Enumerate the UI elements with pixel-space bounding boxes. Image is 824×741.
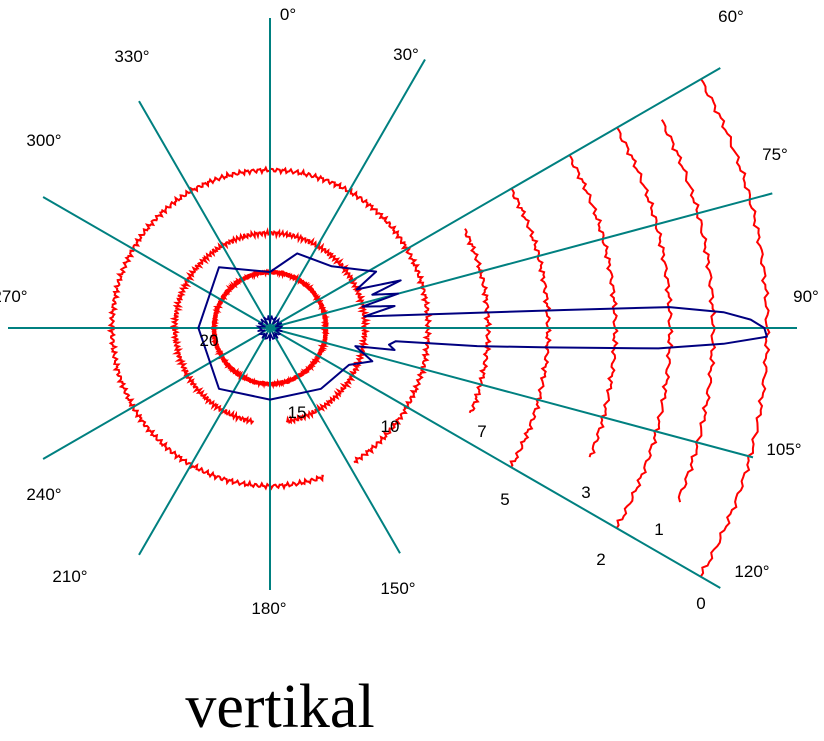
angle-label-270: 270° — [0, 287, 28, 306]
ring-15 — [169, 227, 372, 426]
ring-7 — [464, 228, 493, 414]
spoke-150 — [269, 327, 401, 554]
ring-label-10: 10 — [381, 417, 400, 436]
angle-label-90: 90° — [793, 287, 819, 306]
ring-3 — [568, 154, 619, 458]
angle-label-75: 75° — [762, 145, 788, 164]
spoke-30 — [269, 59, 426, 329]
spoke-210 — [138, 327, 271, 556]
ring-label-20: 20 — [200, 331, 219, 350]
pattern-layer — [197, 252, 768, 401]
ring-label-7: 7 — [477, 422, 486, 441]
chart-caption: vertikal — [185, 673, 375, 741]
angle-label-240: 240° — [26, 485, 61, 504]
ring-10 — [106, 165, 433, 491]
ring-label-1: 1 — [654, 520, 663, 539]
spoke-330 — [138, 100, 271, 329]
angle-label-300: 300° — [26, 131, 61, 150]
spoke-300 — [42, 196, 271, 329]
spoke-105 — [269, 327, 754, 459]
spoke-120 — [269, 327, 721, 589]
angle-label-210: 210° — [52, 567, 87, 586]
ring-label-15: 15 — [288, 403, 307, 422]
angle-label-30: 30° — [393, 45, 419, 64]
ring-label-0: 0 — [696, 594, 705, 613]
ring-label-2: 2 — [596, 550, 605, 569]
spokes-layer — [8, 18, 797, 590]
spoke-240 — [42, 327, 271, 460]
angle-label-120: 120° — [734, 562, 769, 581]
spoke-75 — [269, 192, 773, 329]
spoke-60 — [269, 67, 721, 329]
angle-label-0: 0° — [280, 5, 296, 24]
ring-label-3: 3 — [581, 483, 590, 502]
angle-label-180: 180° — [251, 599, 286, 618]
angle-label-150: 150° — [380, 579, 415, 598]
radiation-pattern-line — [197, 252, 768, 401]
ring-1 — [660, 119, 717, 503]
pattern-hub — [255, 315, 284, 342]
angle-label-105: 105° — [766, 440, 801, 459]
ring-label-5: 5 — [500, 490, 509, 509]
angle-label-330: 330° — [114, 47, 149, 66]
angle-label-60: 60° — [718, 7, 744, 26]
